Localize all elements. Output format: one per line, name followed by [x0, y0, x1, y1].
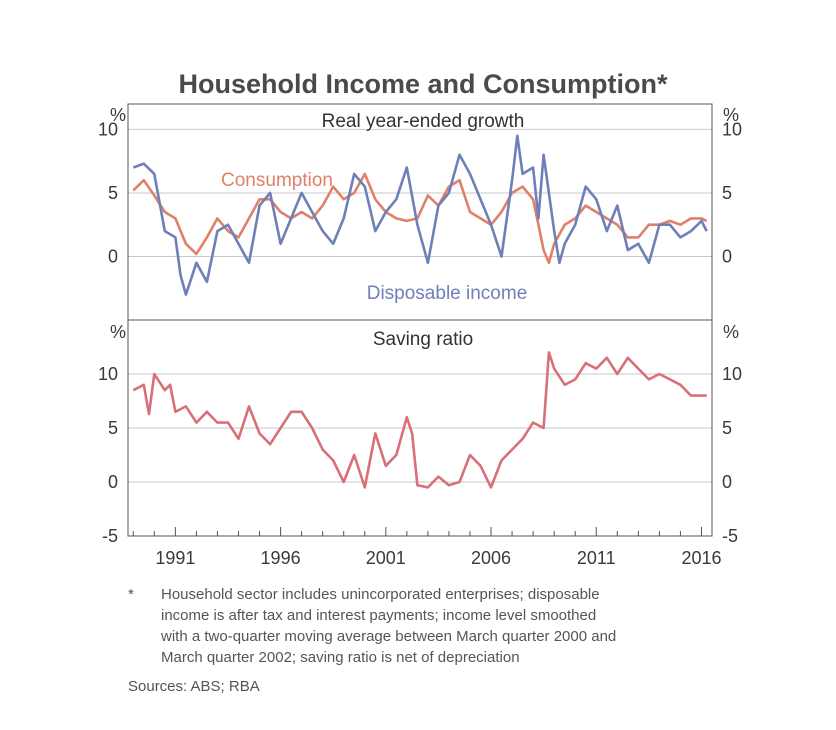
- saving-y-unit-right: %: [723, 322, 739, 342]
- y-tick-label-right: 10: [722, 364, 742, 384]
- footnote-text: Household sector includes unincorporated…: [161, 584, 721, 668]
- growth-y-unit-right: %: [723, 105, 739, 125]
- growth-y-unit-left: %: [110, 105, 126, 125]
- y-tick-label-right: 5: [722, 418, 732, 438]
- growth-panel: % % Real year-ended growth 10 10 5 5 0 0 Cons…: [98, 105, 742, 304]
- saving-series: [132, 351, 707, 489]
- y-tick-label-left: 10: [98, 364, 118, 384]
- saving-y-ticks: 10 10 5 5 0 0 -5 -5: [98, 364, 742, 546]
- x-tick-label: 2011: [577, 548, 616, 568]
- y-tick-label-right: 5: [722, 183, 732, 203]
- disposable-income-series-label: Disposable income: [367, 283, 528, 304]
- disposable-income-line: [132, 134, 708, 296]
- footnote-line: March quarter 2002; saving ratio is net …: [161, 649, 520, 666]
- consumption-series-label: Consumption: [221, 170, 333, 191]
- saving-panel: % % Saving ratio 10 10 5 5 0 0 -5 -5 1991 1996 20…: [98, 322, 742, 568]
- footnote-marker: *: [128, 586, 134, 603]
- y-tick-label-left: 5: [108, 183, 118, 203]
- x-tick-label: 2006: [471, 548, 511, 568]
- footnote-line: income is after tax and interest payment…: [161, 607, 597, 624]
- x-tick-label: 2001: [366, 548, 406, 568]
- chart-title: Household Income and Consumption*: [178, 69, 667, 99]
- y-tick-label-left: -5: [102, 526, 118, 546]
- sources-note: Sources: ABS; RBA: [128, 678, 260, 695]
- growth-series: [132, 134, 708, 296]
- x-axis-ticks: 1991 1996 2001 2006 2011 2016: [132, 527, 722, 568]
- growth-panel-title: Real year-ended growth: [322, 111, 525, 132]
- y-tick-label-right: 0: [722, 246, 732, 266]
- saving-y-unit-left: %: [110, 322, 126, 342]
- footnote-line: Household sector includes unincorporated…: [161, 586, 600, 603]
- y-tick-label-left: 0: [108, 472, 118, 492]
- x-tick-label: 1996: [261, 548, 301, 568]
- saving-panel-title: Saving ratio: [373, 329, 473, 350]
- saving-gridlines: [128, 373, 712, 483]
- x-tick-label: 2016: [681, 548, 721, 568]
- x-tick-label: 1991: [155, 548, 195, 568]
- y-tick-label-right: 0: [722, 472, 732, 492]
- y-tick-label-right: 10: [722, 119, 742, 139]
- y-tick-label-right: -5: [722, 526, 738, 546]
- footnote-line: with a two-quarter moving average betwee…: [161, 628, 617, 645]
- saving-ratio-line: [132, 351, 707, 489]
- y-tick-label-left: 0: [108, 246, 118, 266]
- growth-gridlines: [128, 128, 712, 257]
- growth-y-ticks: 10 10 5 5 0 0: [98, 119, 742, 266]
- y-tick-label-left: 10: [98, 119, 118, 139]
- y-tick-label-left: 5: [108, 418, 118, 438]
